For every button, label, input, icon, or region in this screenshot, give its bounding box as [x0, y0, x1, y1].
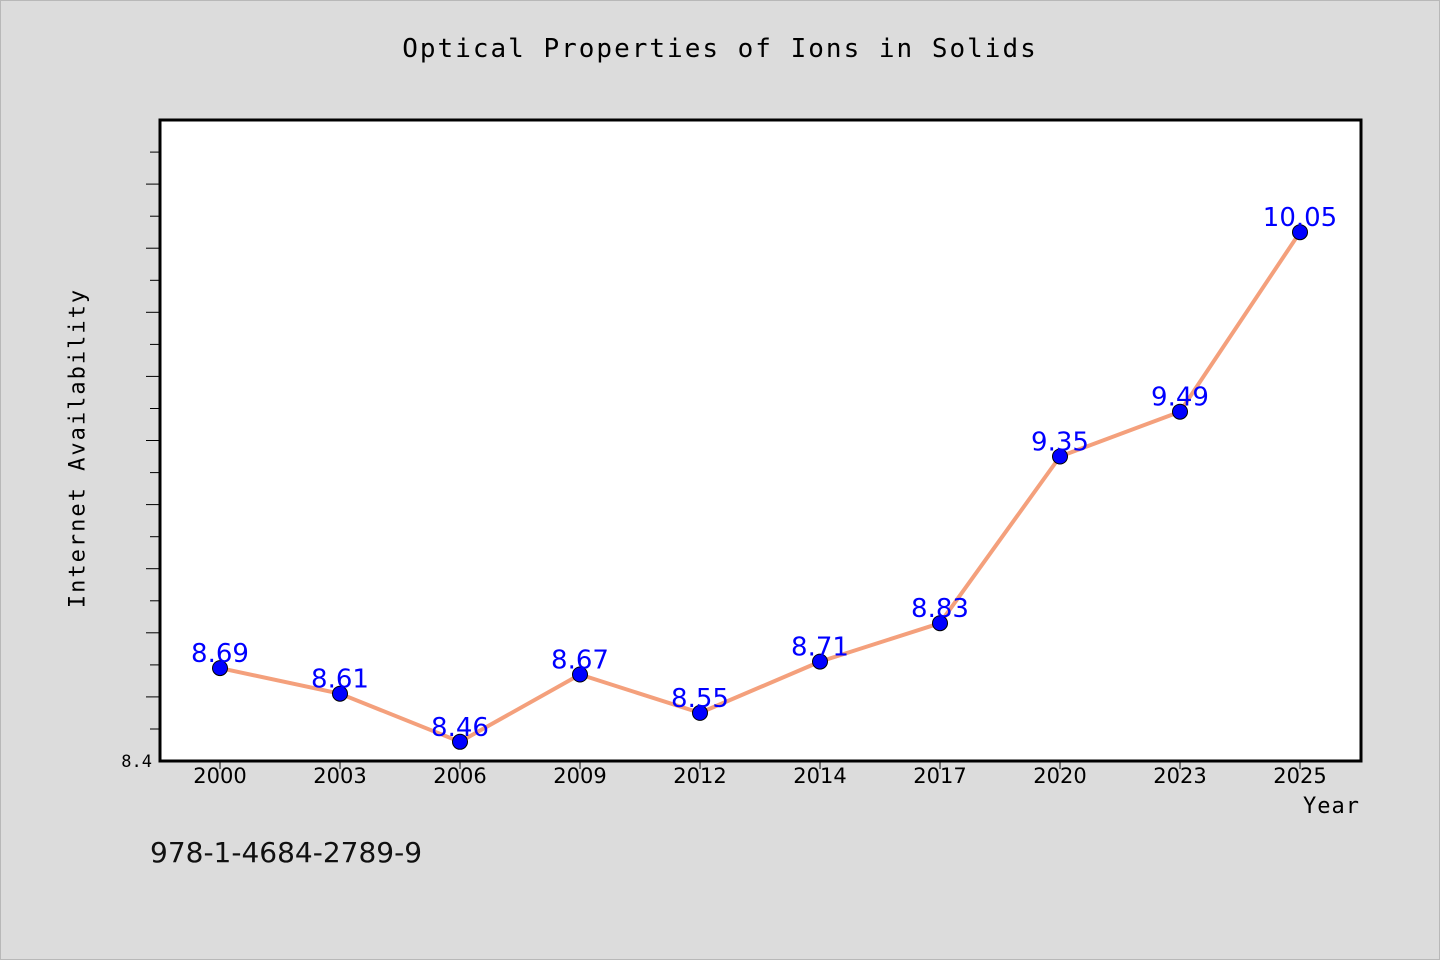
series-line: [218, 230, 1302, 744]
data-point: [1172, 403, 1188, 420]
x-axis-label: Year: [1303, 794, 1360, 819]
data-label: 8.55: [671, 684, 729, 714]
y-axis-label: Internet Availability: [65, 287, 91, 609]
x-tick-label: 2009: [553, 764, 606, 788]
x-tick-label: 2000: [193, 764, 246, 788]
data-label: 10.05: [1263, 203, 1337, 233]
x-tick-label: 2025: [1273, 764, 1326, 788]
data-label: 8.67: [551, 646, 609, 676]
data-point: [1292, 224, 1308, 241]
series-layer: [212, 224, 1308, 750]
data-label: 9.35: [1031, 428, 1089, 458]
data-label: 8.71: [791, 633, 849, 663]
x-tick-label: 2003: [313, 764, 366, 788]
data-point: [932, 615, 948, 632]
data-label: 9.49: [1151, 383, 1209, 413]
data-point: [812, 653, 828, 670]
x-tick-label: 2020: [1033, 764, 1086, 788]
y-tick-label: 8.4: [121, 752, 152, 772]
data-point: [452, 733, 468, 750]
x-axis-ticks: 2000 2003 2006 2009 2012 2014 2017 2020 2023 2025: [193, 761, 1327, 788]
plot-area: [158, 118, 1363, 763]
isbn-text: 978-1-4684-2789-9: [150, 836, 423, 869]
x-tick-label: 2014: [793, 764, 846, 788]
data-point: [212, 660, 228, 677]
data-point: [1052, 448, 1068, 465]
x-tick-label: 2023: [1153, 764, 1206, 788]
data-label: 8.46: [431, 713, 489, 743]
data-label: 8.61: [311, 665, 369, 695]
y-axis-ticks: 8.4: [121, 151, 160, 772]
data-point: [692, 704, 708, 721]
x-tick-label: 2012: [673, 764, 726, 788]
chart-title: Optical Properties of Ions in Solids: [402, 34, 1038, 64]
data-label: 8.69: [191, 639, 249, 669]
data-labels: 8.69 8.61 8.46 8.67 8.55 8.71 8.83 9.35 9.49 10.0…: [191, 203, 1337, 743]
x-tick-label: 2006: [433, 764, 486, 788]
data-point: [332, 685, 348, 702]
data-label: 8.83: [911, 594, 969, 624]
data-point: [572, 666, 588, 683]
x-tick-label: 2017: [913, 764, 966, 788]
